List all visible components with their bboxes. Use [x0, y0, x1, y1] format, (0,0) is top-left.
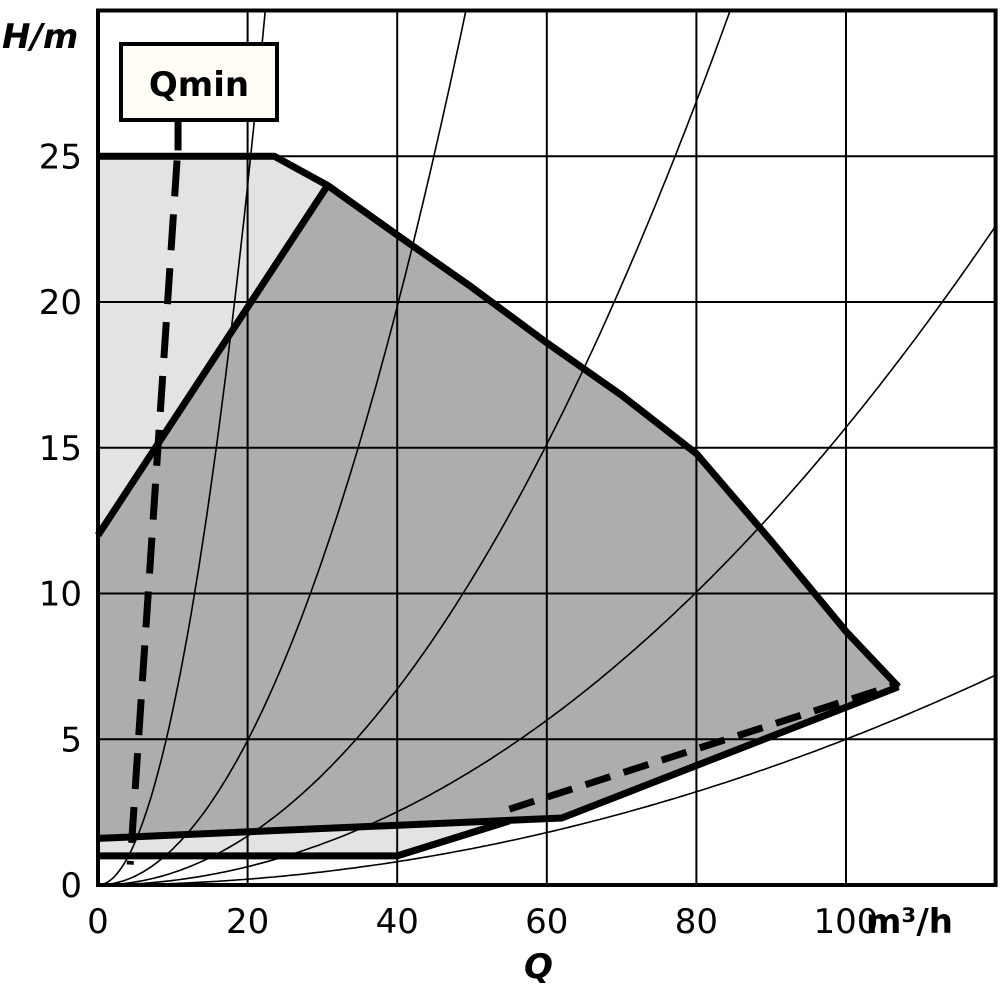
x-tick-label: 80: [675, 902, 718, 942]
y-tick-label: 25: [39, 137, 82, 177]
system-curve: [98, 10, 467, 885]
variable-speed-line: [95, 183, 331, 538]
y-tick-label: 15: [39, 429, 82, 469]
min-curve-lower: [98, 817, 511, 860]
x-tick-label: 100: [814, 902, 879, 942]
x-tick-label: 0: [87, 902, 109, 942]
system-curve: [98, 225, 996, 885]
y-tick-label: 0: [60, 866, 82, 906]
max-curve: [98, 152, 901, 690]
y-tick-label: 10: [39, 575, 82, 615]
min-curve-upper: [97, 683, 900, 842]
y-tick-label: 20: [39, 283, 82, 323]
x-tick-label: 20: [226, 902, 269, 942]
x-tick-label: 60: [525, 902, 568, 942]
qmin-dashed-line: [126, 160, 181, 865]
y-axis-label: H/m: [2, 17, 78, 57]
dashed-curve: [508, 680, 900, 813]
qmin-label-box: [119, 42, 279, 122]
x-axis-label: Q: [524, 947, 553, 987]
x-tick-label: 40: [376, 902, 419, 942]
system-curve: [98, 10, 267, 885]
y-tick-label: 5: [60, 720, 82, 760]
system-curve: [98, 10, 732, 885]
light-region-bottom: [98, 820, 510, 856]
system-curve: [98, 674, 996, 885]
dark-region: [98, 185, 899, 839]
plot-frame: [96, 8, 998, 887]
x-axis-unit: m³/h: [866, 902, 953, 942]
qmin-label: Qmin: [149, 65, 249, 105]
